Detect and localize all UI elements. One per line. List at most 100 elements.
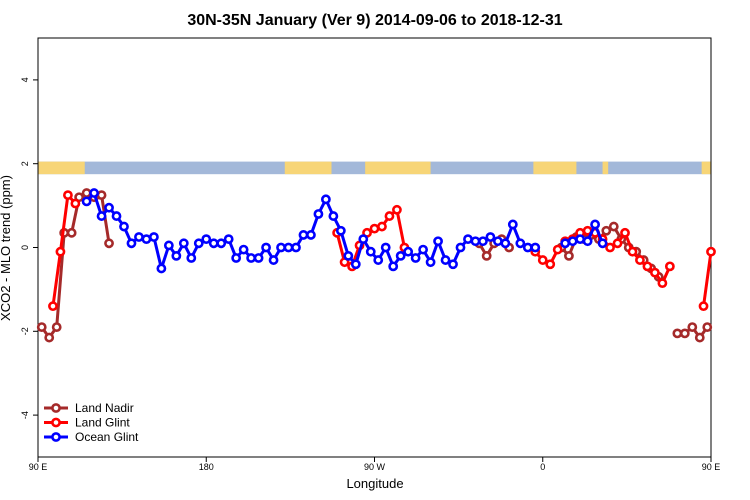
land-ocean-strip bbox=[38, 161, 711, 175]
ocean-glint-point-0-49 bbox=[448, 259, 458, 270]
land-glint-point-1-6 bbox=[377, 221, 387, 232]
land-nadir-point-2-7 bbox=[608, 221, 619, 232]
land-glint-point-2-16 bbox=[650, 267, 660, 278]
y-tick-label-0: -4 bbox=[20, 411, 30, 419]
ocean-glint-point-0-51 bbox=[463, 234, 473, 245]
ocean-glint-point-0-42 bbox=[395, 250, 406, 261]
ocean-glint-point-0-28 bbox=[291, 242, 301, 253]
land-nadir-point-0-0 bbox=[36, 322, 47, 333]
ocean-glint-point-0-26 bbox=[276, 242, 286, 253]
land-nadir-point-0-8 bbox=[96, 190, 107, 201]
ocean-glint-point-0-38 bbox=[365, 246, 376, 257]
ocean-glint-point-0-21 bbox=[238, 244, 249, 255]
land-glint-point-2-11 bbox=[612, 238, 623, 249]
land-glint-point-2-18 bbox=[664, 261, 675, 272]
ocean-glint-point-0-19 bbox=[223, 234, 234, 245]
ocean-glint-point-1-3 bbox=[582, 236, 593, 247]
ocean-glint-point-0-36 bbox=[350, 259, 361, 270]
ocean-glint-point-0-17 bbox=[208, 238, 219, 249]
ocean-glint-point-0-47 bbox=[433, 236, 443, 247]
land-nadir-point-0-4 bbox=[66, 227, 77, 238]
ocean-glint-point-0-40 bbox=[380, 242, 391, 253]
ocean-glint-point-0-18 bbox=[216, 238, 227, 249]
ocean-glint-point-0-8 bbox=[141, 234, 152, 245]
land-glint-point-1-7 bbox=[384, 211, 395, 221]
land-band-0 bbox=[38, 161, 85, 175]
ocean-glint-point-0-20 bbox=[231, 253, 242, 263]
ocean-glint-point-0-56 bbox=[500, 238, 511, 249]
y-tick-label-3: 2 bbox=[20, 161, 30, 166]
ocean-glint-point-0-57 bbox=[507, 219, 518, 230]
x-tick-label-2: 90 W bbox=[364, 462, 386, 472]
land-glint-point-3-1 bbox=[706, 246, 716, 257]
legend-label-ocean-glint: Ocean Glint bbox=[75, 430, 139, 444]
ocean-glint-point-0-6 bbox=[126, 238, 137, 249]
y-axis-label: XCO2 - MLO trend (ppm) bbox=[0, 175, 13, 321]
ocean-glint-point-0-41 bbox=[388, 261, 399, 272]
ocean-glint-point-0-7 bbox=[134, 232, 144, 242]
ocean-glint-point-0-1 bbox=[89, 188, 99, 198]
ocean-glint-point-0-2 bbox=[96, 211, 107, 221]
land-nadir-point-0-2 bbox=[51, 322, 62, 333]
ocean-glint-point-0-44 bbox=[410, 253, 421, 263]
legend-label-land-glint: Land Glint bbox=[75, 416, 130, 430]
legend-marker-land-glint bbox=[51, 417, 61, 428]
legend-label-land-nadir: Land Nadir bbox=[75, 401, 134, 415]
land-glint-point-0-1 bbox=[55, 246, 66, 257]
land-glint-point-0-0 bbox=[48, 301, 58, 312]
ocean-glint-point-0-0 bbox=[81, 196, 92, 207]
ocean-glint-point-1-1 bbox=[567, 236, 578, 247]
y-tick-label-2: 0 bbox=[20, 245, 30, 250]
land-glint-point-2-13 bbox=[627, 246, 638, 257]
ocean-glint-point-0-29 bbox=[298, 230, 309, 240]
x-tick-label-0: 90 E bbox=[29, 462, 48, 472]
ocean-glint-point-0-52 bbox=[470, 236, 481, 247]
legend-marker-land-nadir bbox=[51, 403, 61, 413]
x-axis-ticks: 90 E 180 90 W 0 90 E bbox=[29, 457, 721, 472]
land-glint-point-2-17 bbox=[657, 278, 668, 289]
land-nadir-point-3-1 bbox=[679, 328, 690, 339]
land-glint-point-1-8 bbox=[392, 204, 402, 215]
ocean-glint-point-0-59 bbox=[522, 242, 533, 253]
ocean-glint-point-0-55 bbox=[492, 236, 503, 247]
land-nadir-point-1-1 bbox=[481, 250, 492, 261]
ocean-glint-point-0-10 bbox=[156, 263, 167, 274]
ocean-glint-point-0-53 bbox=[478, 236, 488, 247]
y-axis-ticks: -4 -2 0 2 4 bbox=[20, 77, 38, 419]
series-land-glint bbox=[48, 190, 716, 312]
land-nadir-point-3-4 bbox=[702, 322, 713, 333]
ocean-glint-point-0-27 bbox=[283, 242, 294, 253]
ocean-glint-point-0-13 bbox=[178, 238, 189, 249]
ocean-glint-point-0-34 bbox=[335, 225, 346, 236]
ocean-glint-point-0-5 bbox=[119, 221, 129, 232]
land-glint-point-0-3 bbox=[70, 198, 81, 209]
land-glint-point-3-0 bbox=[698, 301, 709, 312]
land-nadir-point-3-0 bbox=[672, 328, 683, 339]
ocean-glint-point-0-4 bbox=[111, 211, 122, 221]
y-tick-label-4: 4 bbox=[20, 77, 30, 82]
ocean-glint-point-0-22 bbox=[246, 253, 257, 263]
land-band-4 bbox=[602, 161, 609, 175]
ocean-glint-point-0-25 bbox=[268, 255, 279, 265]
ocean-glint-point-0-48 bbox=[440, 255, 451, 265]
land-band-1 bbox=[284, 161, 332, 175]
land-glint-line-3 bbox=[702, 251, 713, 307]
land-nadir-point-0-6 bbox=[81, 188, 92, 198]
ocean-glint-point-0-9 bbox=[149, 232, 159, 242]
land-glint-point-2-3 bbox=[552, 244, 563, 255]
ocean-glint-point-0-24 bbox=[261, 242, 271, 253]
x-tick-label-4: 90 E bbox=[702, 462, 721, 472]
ocean-glint-point-0-45 bbox=[418, 244, 429, 255]
y-tick-label-1: -2 bbox=[20, 327, 30, 335]
ocean-glint-point-0-35 bbox=[343, 250, 354, 261]
ocean-glint-point-1-2 bbox=[575, 234, 586, 245]
ocean-glint-point-0-37 bbox=[358, 234, 369, 245]
land-glint-point-2-14 bbox=[635, 255, 645, 265]
ocean-glint-point-0-54 bbox=[485, 232, 496, 242]
series-land-nadir bbox=[36, 188, 713, 343]
ocean-glint-point-0-60 bbox=[530, 242, 541, 253]
land-nadir-point-0-1 bbox=[44, 332, 55, 343]
land-glint-point-0-2 bbox=[63, 190, 73, 201]
ocean-glint-point-0-32 bbox=[320, 194, 331, 205]
